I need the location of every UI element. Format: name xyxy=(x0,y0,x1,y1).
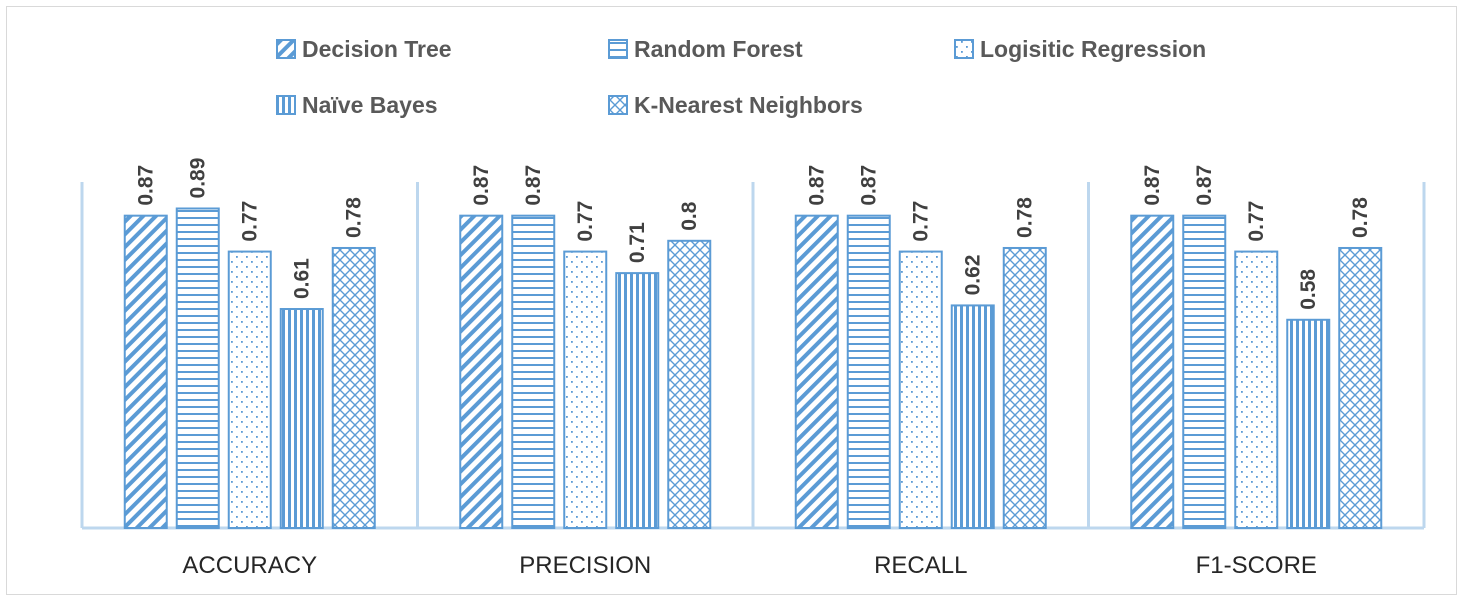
legend-label: K-Nearest Neighbors xyxy=(634,92,863,118)
value-label: 0.78 xyxy=(1014,197,1037,238)
legend: Decision Tree Random Forest Logisitic Regr… xyxy=(276,36,1206,118)
legend-label: Naïve Bayes xyxy=(302,92,438,118)
bar-recall-k-nearest-neighbors xyxy=(1002,246,1047,529)
legend-item-random-forest: Random Forest xyxy=(608,36,803,62)
value-label: 0.61 xyxy=(291,258,314,299)
value-label: 0.87 xyxy=(135,165,158,206)
bar-precision-decision-tree xyxy=(459,214,504,529)
legend-swatch xyxy=(276,39,296,59)
value-label: 0.87 xyxy=(470,165,493,206)
legend-swatch xyxy=(608,95,628,115)
bar-f1-score-random-forest xyxy=(1182,214,1227,529)
bar-precision-random-forest xyxy=(511,214,556,529)
legend-label: Random Forest xyxy=(634,36,803,62)
value-label: 0.58 xyxy=(1297,269,1320,310)
data-labels: 0.87 0.89 0.77 0.61 0.78 0.87 0.87 0.77 0.71 0.8 0… xyxy=(135,158,1373,310)
value-label: 0.87 xyxy=(522,165,545,206)
category-labels: ACCURACY PRECISION RECALL F1-SCORE xyxy=(182,552,1317,579)
legend-swatch xyxy=(608,39,628,59)
legend-item-decision-tree: Decision Tree xyxy=(276,36,452,62)
legend-label: Logisitic Regression xyxy=(980,36,1206,62)
bars xyxy=(123,207,1383,530)
value-label: 0.78 xyxy=(1349,197,1372,238)
bar-f1-score-k-nearest-neighbors xyxy=(1338,246,1383,529)
bar-f1-score-decision-tree xyxy=(1130,214,1175,529)
legend-swatch xyxy=(276,95,296,115)
category-label-precision: PRECISION xyxy=(519,552,651,579)
category-label-recall: RECALL xyxy=(874,552,967,579)
bar-accuracy-decision-tree xyxy=(123,214,168,529)
value-label: 0.87 xyxy=(1141,165,1164,206)
legend-item-k-nearest-neighbors: K-Nearest Neighbors xyxy=(608,92,863,118)
legend-item-logisitic-regression: Logisitic Regression xyxy=(954,36,1206,62)
legend-item-na-ve-bayes: Naïve Bayes xyxy=(276,92,438,118)
bar-f1-score-na-ve-bayes xyxy=(1286,318,1331,529)
value-label: 0.77 xyxy=(910,201,933,242)
value-label: 0.71 xyxy=(626,222,649,263)
bar-recall-logisitic-regression xyxy=(898,250,943,529)
bar-accuracy-logisitic-regression xyxy=(227,250,272,529)
bar-recall-random-forest xyxy=(846,214,891,529)
bar-accuracy-k-nearest-neighbors xyxy=(331,246,376,529)
value-label: 0.77 xyxy=(574,201,597,242)
bar-accuracy-na-ve-bayes xyxy=(279,308,324,530)
value-label: 0.77 xyxy=(1245,201,1268,242)
bar-precision-k-nearest-neighbors xyxy=(667,239,712,530)
bar-accuracy-random-forest xyxy=(175,207,220,530)
category-label-f1-score: F1-SCORE xyxy=(1196,552,1317,579)
legend-swatch xyxy=(954,39,974,59)
bar-recall-decision-tree xyxy=(794,214,839,529)
bar-f1-score-logisitic-regression xyxy=(1234,250,1279,529)
value-label: 0.87 xyxy=(858,165,881,206)
value-label: 0.8 xyxy=(678,201,701,231)
value-label: 0.87 xyxy=(806,165,829,206)
value-label: 0.78 xyxy=(343,197,366,238)
value-label: 0.87 xyxy=(1193,165,1216,206)
category-label-accuracy: ACCURACY xyxy=(182,552,317,579)
bar-precision-na-ve-bayes xyxy=(615,272,660,529)
legend-label: Decision Tree xyxy=(302,36,452,62)
value-label: 0.89 xyxy=(187,158,210,199)
bar-precision-logisitic-regression xyxy=(563,250,608,529)
value-label: 0.62 xyxy=(962,255,985,296)
bar-recall-na-ve-bayes xyxy=(950,304,995,530)
value-label: 0.77 xyxy=(239,201,262,242)
